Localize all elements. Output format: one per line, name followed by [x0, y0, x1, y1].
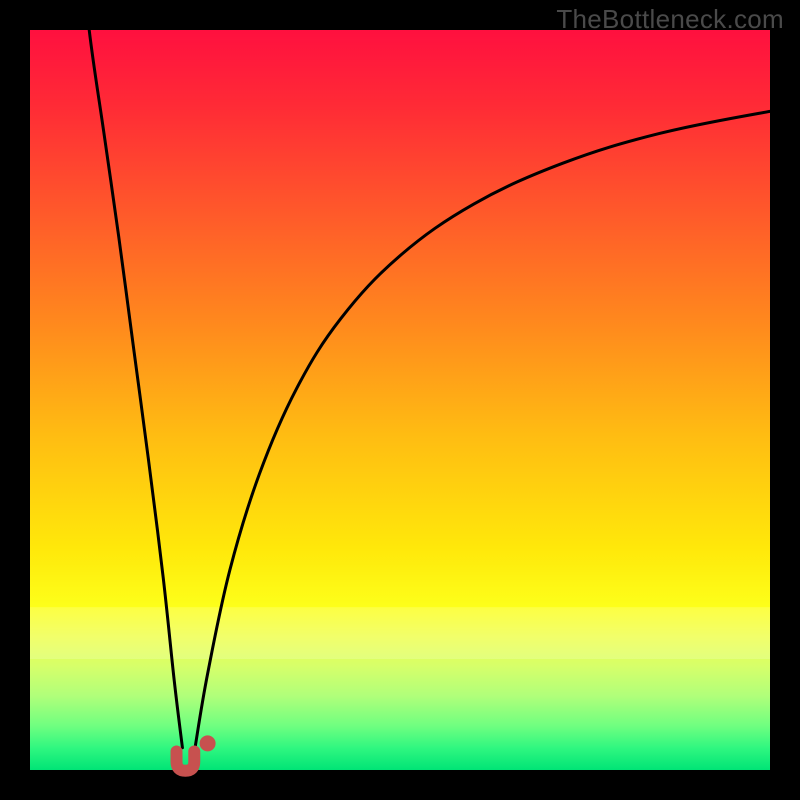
- dot-marker: [200, 735, 216, 751]
- pale-band: [30, 607, 770, 659]
- chart-svg: [0, 0, 800, 800]
- chart-frame: TheBottleneck.com: [0, 0, 800, 800]
